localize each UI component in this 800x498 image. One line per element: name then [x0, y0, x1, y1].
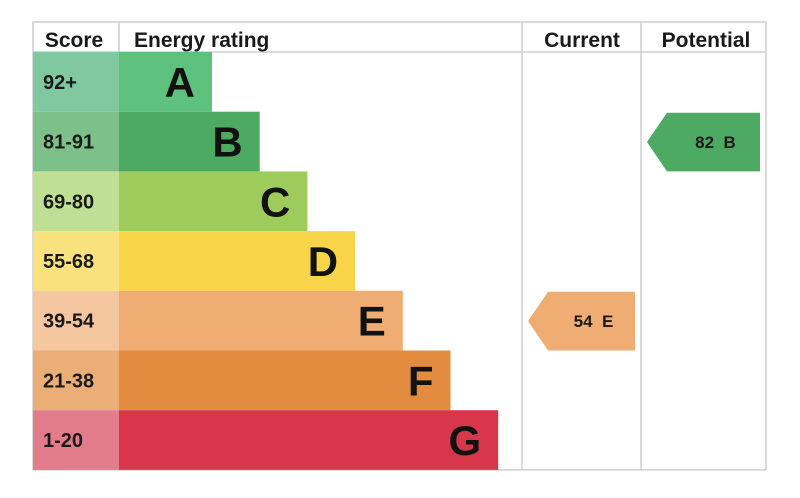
rating-letter: A	[165, 59, 195, 106]
rating-band-a: 92+ A	[33, 52, 212, 112]
score-cell	[33, 231, 119, 291]
score-range-label: 21-38	[43, 370, 94, 392]
header-current: Current	[544, 29, 620, 52]
score-range-label: 81-91	[43, 132, 94, 154]
score-range-label: 39-54	[43, 311, 95, 333]
rating-bar	[119, 350, 451, 411]
score-cell	[33, 52, 119, 112]
score-cell	[33, 111, 119, 172]
rating-letter: B	[212, 119, 242, 166]
rating-bar	[119, 410, 499, 470]
header-energy-rating: Energy rating	[134, 29, 269, 52]
rating-band-e: 39-54 E	[33, 290, 403, 351]
column-headers: Score Energy rating Current Potential	[45, 29, 751, 52]
score-range-label: 55-68	[43, 251, 94, 273]
score-cell	[33, 290, 119, 351]
rating-bar	[119, 171, 308, 232]
score-range-label: 1-20	[43, 430, 83, 452]
header-potential: Potential	[662, 29, 751, 52]
potential-rating-arrow-shape	[647, 112, 760, 172]
header-score: Score	[45, 29, 103, 52]
rating-band-d: 55-68 D	[33, 231, 356, 291]
rating-bar	[119, 231, 356, 291]
rating-bar	[119, 290, 403, 351]
potential-rating-arrow-label: 82 B	[695, 133, 736, 152]
rating-band-f: 21-38 F	[33, 350, 451, 411]
potential-rating-arrow: 82 B	[647, 112, 760, 172]
current-rating-arrow: 54 E	[528, 291, 635, 351]
rating-arrows: 54 E 82 B	[528, 112, 760, 351]
score-cell	[33, 171, 119, 232]
rating-letter: C	[260, 178, 290, 225]
score-range-label: 69-80	[43, 191, 94, 213]
current-rating-arrow-label: 54 E	[574, 312, 614, 331]
rating-band-c: 69-80 C	[33, 171, 308, 232]
rating-letter: D	[308, 238, 338, 285]
rating-bar	[119, 52, 212, 112]
rating-band-g: 1-20 G	[33, 410, 499, 470]
current-rating-arrow-shape	[528, 291, 635, 351]
rating-band-b: 81-91 B	[33, 111, 260, 172]
rating-bar	[119, 111, 260, 172]
rating-bands: 92+ A 81-91 B 69-80 C 55-68 D 39-54 E 21-38 F 1-20 G	[33, 52, 499, 470]
score-range-label: 92+	[43, 72, 77, 94]
rating-letter: E	[358, 298, 386, 345]
rating-letter: G	[449, 417, 482, 464]
score-cell	[33, 350, 119, 411]
score-cell	[33, 410, 119, 470]
rating-letter: F	[408, 357, 434, 404]
